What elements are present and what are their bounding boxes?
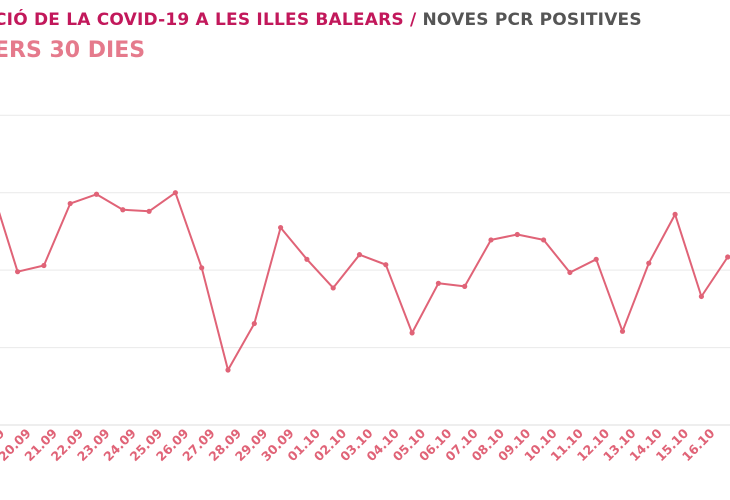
data-point-23.09[interactable] [93,191,100,197]
data-point-25.09[interactable] [146,208,152,214]
data-point-05.10[interactable] [409,330,415,336]
title-sub: NOVES PCR POSITIVES [422,10,642,30]
data-point-30.09[interactable] [278,224,284,231]
grid-layer [0,114,730,426]
chart-title: CIÓ DE LA COVID-19 A LES ILLES BALEARS /… [0,10,642,30]
data-point-28.09[interactable] [225,367,231,373]
x-axis-ticks: 9.0920.0921.0922.0923.0924.0925.0926.092… [0,425,718,464]
title-separator: / [403,10,423,30]
data-point-22.09[interactable] [67,200,73,207]
data-point-12.10[interactable] [593,256,599,262]
title-main: CIÓ DE LA COVID-19 A LES ILLES BALEARS [0,10,404,30]
data-point-29.09[interactable] [251,320,257,327]
data-point-21.09[interactable] [41,262,47,269]
series-line [0,191,729,371]
data-point-01.10[interactable] [304,256,310,262]
data-point-24.09[interactable] [120,207,126,213]
data-point-04.10[interactable] [383,262,389,268]
data-point-11.10[interactable] [567,269,573,276]
data-point-17.10[interactable] [725,254,730,260]
data-point-15.10[interactable] [672,211,678,217]
data-point-02.10[interactable] [330,285,336,291]
data-point-03.10[interactable] [356,252,363,258]
data-point-14.10[interactable] [646,260,652,266]
data-point-27.09[interactable] [199,265,205,271]
data-point-06.10[interactable] [435,280,441,286]
data-point-09.10[interactable] [514,231,520,238]
series-layer [0,190,730,373]
data-point-08.10[interactable] [488,237,494,243]
data-point-16.10[interactable] [698,293,705,300]
data-point-07.10[interactable] [462,283,468,290]
data-point-10.10[interactable] [541,237,547,243]
data-point-20.09[interactable] [15,269,21,275]
chart-subtitle: ERS 30 DIES [0,38,146,63]
data-point-13.10[interactable] [619,328,626,334]
data-point-26.09[interactable] [172,190,178,196]
